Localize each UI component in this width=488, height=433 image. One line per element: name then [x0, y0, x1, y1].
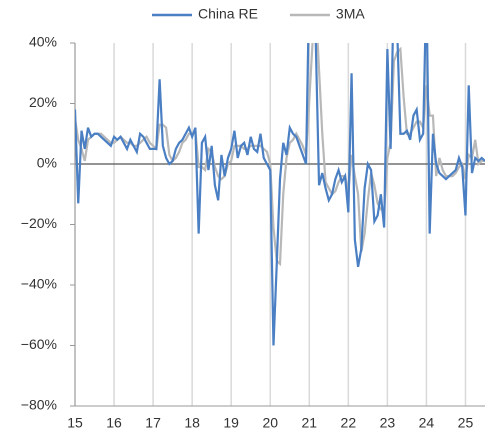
y-tick-label: −20%	[21, 215, 57, 231]
y-tick-label: 0%	[37, 155, 57, 171]
x-tick-label: 17	[145, 415, 161, 431]
legend-label: 3MA	[336, 6, 365, 22]
legend-label: China RE	[198, 6, 258, 22]
y-tick-label: −60%	[21, 336, 57, 352]
x-tick-label: 25	[458, 415, 474, 431]
x-tick-label: 21	[301, 415, 317, 431]
x-tick-label: 19	[223, 415, 239, 431]
x-tick-label: 16	[106, 415, 122, 431]
y-tick-label: 20%	[29, 94, 57, 110]
y-tick-label: −40%	[21, 276, 57, 292]
x-tick-label: 24	[419, 415, 435, 431]
series-line	[75, 43, 485, 346]
x-tick-label: 15	[67, 415, 83, 431]
x-tick-label: 20	[262, 415, 278, 431]
x-tick-label: 23	[380, 415, 396, 431]
series-line	[75, 43, 485, 267]
x-tick-label: 18	[184, 415, 200, 431]
y-tick-label: 40%	[29, 34, 57, 50]
y-tick-label: −80%	[21, 397, 57, 413]
x-tick-label: 22	[341, 415, 357, 431]
